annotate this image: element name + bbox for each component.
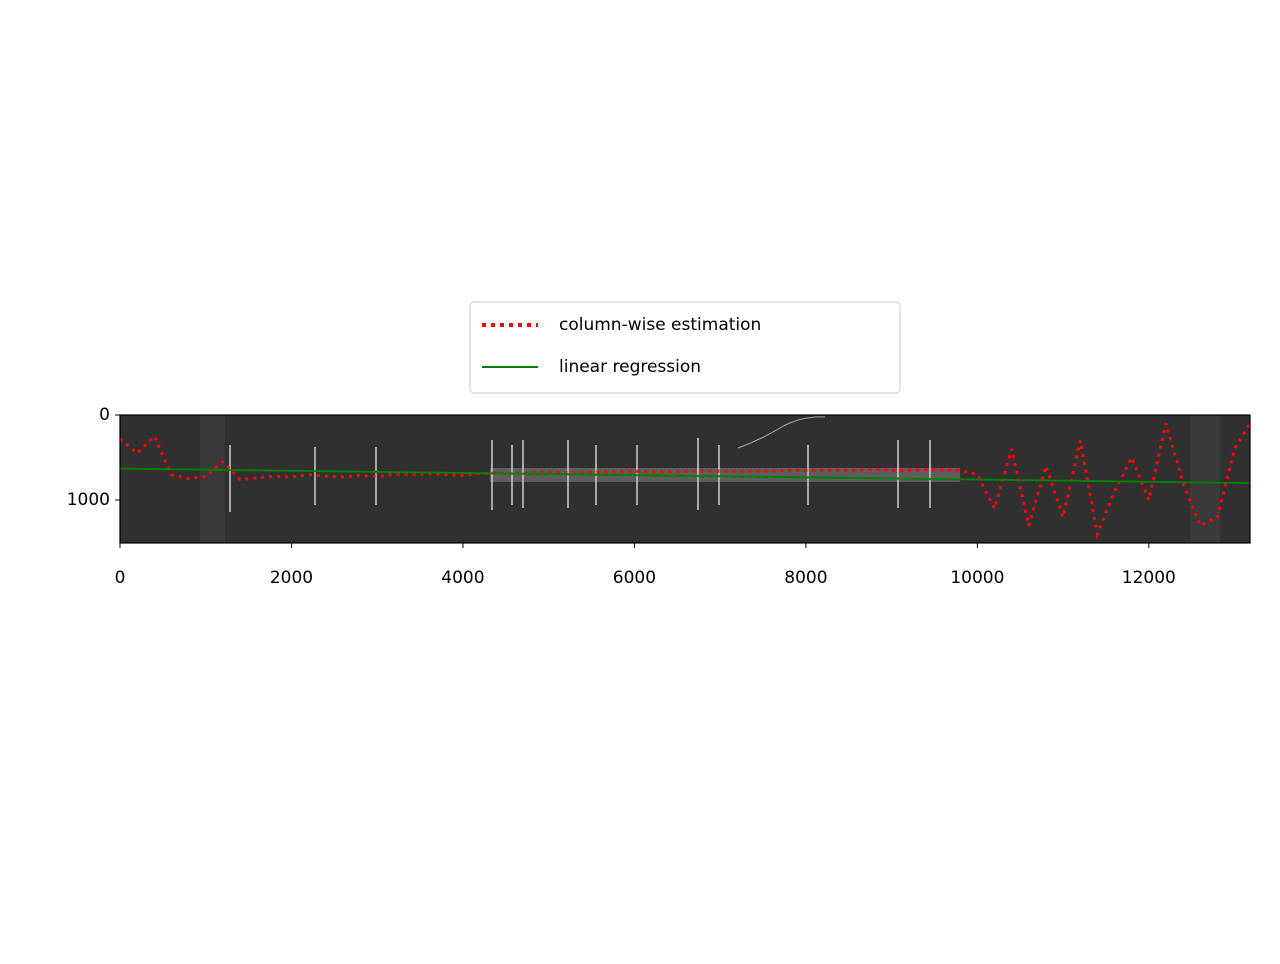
series-line — [120, 422, 1250, 540]
x-tick-label: 0 — [115, 568, 126, 588]
plot-area — [120, 422, 1250, 540]
image-background — [120, 415, 1250, 543]
axes-frame — [119, 414, 1251, 544]
series-line — [120, 467, 1250, 484]
legend: column-wise estimation linear regression — [469, 301, 901, 394]
x-tick-label: 4000 — [441, 568, 484, 588]
legend-label: column-wise estimation — [559, 315, 761, 335]
y-tick-label: 0 — [99, 405, 110, 425]
x-tick-label: 6000 — [613, 568, 656, 588]
y-tick-label: 1000 — [67, 490, 110, 510]
x-tick-label: 2000 — [270, 568, 313, 588]
legend-box — [469, 301, 901, 394]
x-tick-label: 12000 — [1122, 568, 1176, 588]
legend-label: linear regression — [559, 357, 701, 377]
x-tick-label: 8000 — [784, 568, 827, 588]
x-tick-label: 10000 — [950, 568, 1004, 588]
